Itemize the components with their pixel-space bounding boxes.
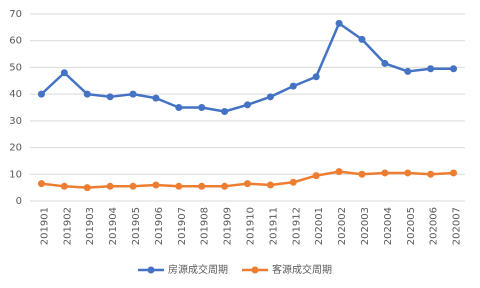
x-tick-label: 202007: [452, 207, 463, 245]
point: [152, 181, 160, 189]
point: [427, 170, 435, 178]
point: [221, 182, 229, 190]
point: [198, 182, 206, 190]
point: [244, 180, 251, 188]
y-tick-label: 20: [9, 143, 22, 154]
point: [37, 90, 45, 98]
point: [175, 182, 183, 190]
y-tick-label: 30: [9, 116, 22, 127]
point: [83, 90, 91, 98]
x-tick-label: 201909: [223, 207, 234, 245]
point: [358, 35, 366, 43]
point: [266, 181, 274, 189]
point: [335, 19, 343, 27]
x-tick-label: 202005: [406, 207, 417, 245]
point: [60, 69, 68, 77]
point: [312, 73, 320, 81]
x-tick-label: 201904: [108, 207, 119, 245]
x-tick-label: 201912: [291, 207, 302, 245]
point: [106, 93, 114, 101]
point: [198, 104, 206, 111]
point: [450, 169, 458, 177]
point: [289, 178, 297, 186]
x-tick-label: 202006: [429, 207, 440, 245]
x-tick-label: 202004: [383, 207, 394, 245]
x-tick-label: 201908: [200, 207, 211, 245]
point: [175, 104, 183, 111]
point: [221, 108, 229, 116]
point: [358, 170, 366, 178]
y-tick-label: 70: [9, 9, 22, 20]
x-tick-label: 201905: [131, 207, 142, 245]
x-tick-label: 202003: [360, 207, 371, 245]
point: [152, 94, 160, 102]
point: [266, 93, 274, 101]
point: [37, 180, 45, 188]
x-tick-label: 201903: [85, 207, 96, 245]
point: [106, 182, 114, 190]
x-tick-label: 202002: [337, 207, 348, 245]
y-tick-label: 50: [9, 62, 22, 73]
x-tick-label: 201906: [154, 207, 165, 245]
x-tick-label: 201902: [62, 207, 73, 245]
legend-label: 客源成交周期: [272, 263, 332, 276]
x-tick-label: 202001: [314, 207, 325, 245]
y-tick-label: 60: [9, 36, 22, 47]
legend-marker: [147, 266, 155, 274]
y-tick-label: 10: [9, 169, 22, 180]
point: [427, 65, 435, 73]
x-tick-label: 201910: [246, 207, 257, 245]
point: [381, 169, 389, 177]
y-tick-label: 40: [9, 89, 22, 100]
point: [335, 168, 343, 176]
legend-marker: [251, 266, 259, 274]
point: [404, 67, 412, 75]
legend-label: 房源成交周期: [168, 263, 228, 276]
y-tick-label: 0: [16, 196, 22, 207]
point: [289, 82, 297, 90]
x-tick-label: 201901: [39, 207, 50, 245]
point: [450, 65, 458, 73]
x-tick-label: 201907: [177, 207, 188, 245]
point: [381, 59, 389, 67]
point: [244, 101, 251, 109]
point: [312, 172, 320, 180]
point: [129, 90, 137, 98]
point: [404, 169, 412, 177]
point: [83, 184, 91, 192]
point: [60, 182, 68, 190]
x-tick-label: 201911: [268, 207, 279, 245]
point: [129, 182, 137, 190]
